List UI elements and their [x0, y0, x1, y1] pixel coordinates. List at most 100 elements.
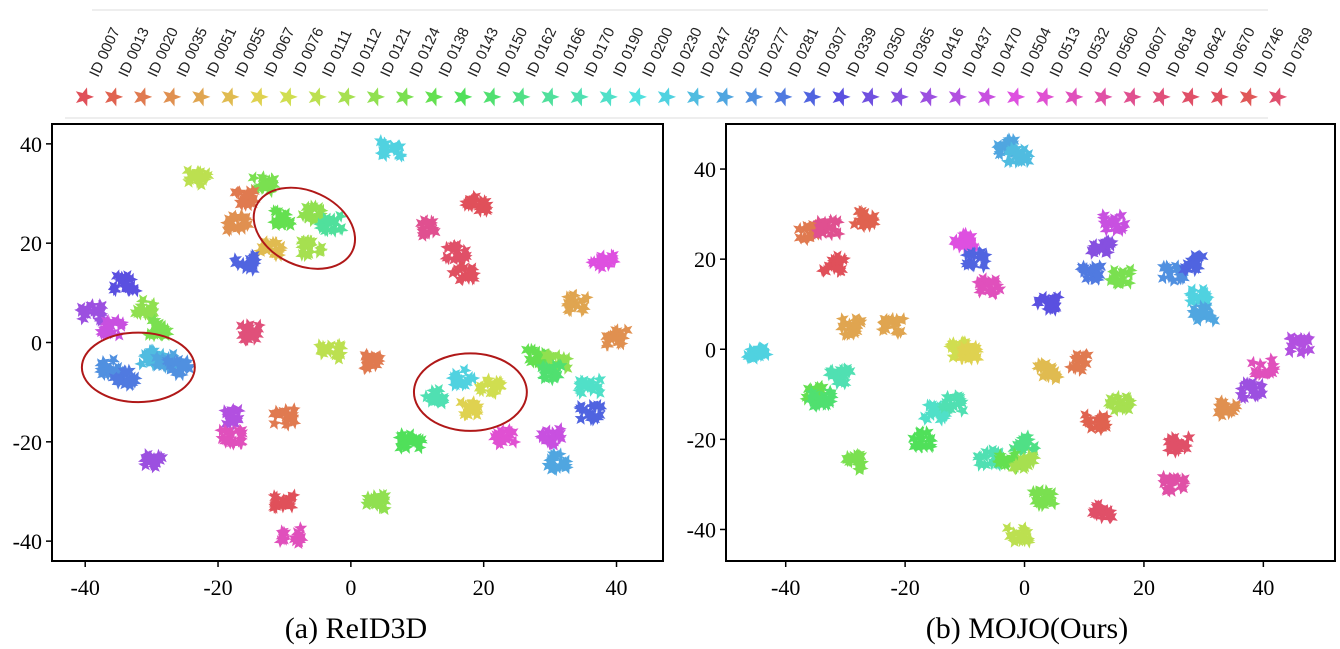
cluster-point	[231, 411, 245, 425]
cluster-point	[907, 431, 921, 445]
cluster-point	[832, 227, 846, 241]
cluster-point	[956, 227, 971, 241]
cluster-point	[1184, 294, 1198, 308]
cluster-point	[852, 462, 866, 476]
cluster-point	[793, 222, 807, 236]
cluster-point	[753, 341, 767, 355]
cluster-point	[492, 437, 506, 451]
cluster-point	[321, 340, 335, 353]
y-tick-label: 40	[20, 132, 42, 157]
cluster-point	[1103, 397, 1117, 411]
cluster-point	[315, 345, 329, 359]
cluster-point	[194, 171, 208, 185]
cluster-point	[1111, 389, 1125, 404]
cluster-point	[966, 247, 980, 261]
cluster-point	[1018, 521, 1031, 535]
cluster	[273, 521, 309, 549]
legend-star	[337, 87, 356, 107]
cluster-point	[919, 412, 933, 426]
cluster-point	[1107, 264, 1121, 278]
cluster-point	[1017, 456, 1031, 470]
cluster-point	[436, 396, 450, 410]
cluster	[107, 269, 143, 298]
cluster-point	[328, 217, 342, 231]
cluster-point	[95, 299, 109, 313]
cluster-point	[842, 452, 855, 466]
cluster-point	[838, 367, 852, 381]
cluster-point	[827, 370, 841, 384]
legend-star	[570, 87, 589, 107]
cluster-point	[228, 252, 242, 266]
cluster-point	[490, 374, 504, 388]
x-tick-label: -20	[203, 575, 232, 600]
cluster-point	[867, 217, 881, 231]
cluster-point	[292, 529, 306, 543]
cluster-point	[1196, 283, 1210, 297]
cluster-point	[1195, 250, 1209, 264]
cluster	[1007, 448, 1042, 476]
cluster-point	[967, 238, 981, 252]
cluster-point	[970, 352, 985, 366]
cluster-point	[488, 386, 502, 400]
x-tick-label: -40	[71, 575, 100, 600]
cluster-point	[575, 304, 589, 318]
cluster-point	[1102, 245, 1115, 260]
cluster-point	[585, 375, 599, 389]
cluster-point	[94, 364, 108, 379]
cluster-point	[593, 372, 607, 386]
cluster-point	[806, 389, 820, 404]
cluster-point	[1234, 387, 1248, 401]
cluster-point	[539, 365, 553, 379]
cluster-point	[1015, 149, 1029, 163]
cluster-point	[137, 349, 152, 362]
cluster-point	[495, 424, 509, 438]
cluster	[220, 209, 255, 238]
cluster-point	[1105, 215, 1119, 229]
panel-reid3d: -40 -20 0 20 40 -40 -20 0 20 40 (a) ReID3D	[13, 123, 664, 645]
cluster-point	[568, 288, 582, 302]
cluster	[1086, 498, 1118, 525]
cluster	[955, 338, 985, 366]
cluster-point	[200, 167, 214, 181]
cluster-point	[1084, 420, 1098, 434]
cluster-point	[113, 273, 127, 287]
cluster-point	[946, 336, 960, 349]
cluster-point	[823, 364, 838, 378]
cluster-point	[283, 218, 297, 232]
cluster-point	[593, 400, 608, 414]
cluster	[585, 248, 621, 275]
y-tick-label: 20	[20, 231, 42, 256]
cluster-point	[573, 401, 588, 415]
cluster-point	[289, 533, 303, 547]
cluster-point	[250, 328, 264, 342]
cluster-point	[305, 199, 319, 213]
cluster-point	[833, 264, 847, 278]
cluster-point	[147, 460, 161, 474]
cluster-point	[1177, 472, 1191, 486]
cluster-point	[238, 198, 253, 212]
cluster-point	[1264, 352, 1278, 366]
cluster-point	[979, 248, 993, 262]
cluster-point	[1079, 408, 1093, 422]
cluster-point	[847, 450, 861, 464]
cluster-point	[538, 352, 552, 366]
cluster-point	[253, 244, 267, 258]
cluster-point	[574, 411, 588, 425]
cluster-point	[1001, 521, 1015, 536]
y-tick-label: -40	[13, 529, 42, 554]
panel-mojo: -40 -20 0 20 40 -40 -20 0 20 40 (b) MOJO(Ours)	[687, 123, 1336, 645]
legend-star	[948, 87, 967, 107]
cluster-point	[423, 394, 437, 408]
cluster-point	[560, 361, 573, 375]
cluster-point	[473, 380, 487, 394]
cluster-point	[854, 315, 868, 329]
cluster-point	[1301, 333, 1315, 347]
cluster-point	[1214, 408, 1228, 422]
cluster-point	[1095, 416, 1110, 430]
cluster-point	[1245, 377, 1260, 390]
cluster-point	[1036, 498, 1050, 513]
cluster-point	[1007, 133, 1021, 147]
cluster-point	[1222, 407, 1236, 421]
cluster-point	[1044, 365, 1058, 380]
cluster	[181, 164, 215, 191]
